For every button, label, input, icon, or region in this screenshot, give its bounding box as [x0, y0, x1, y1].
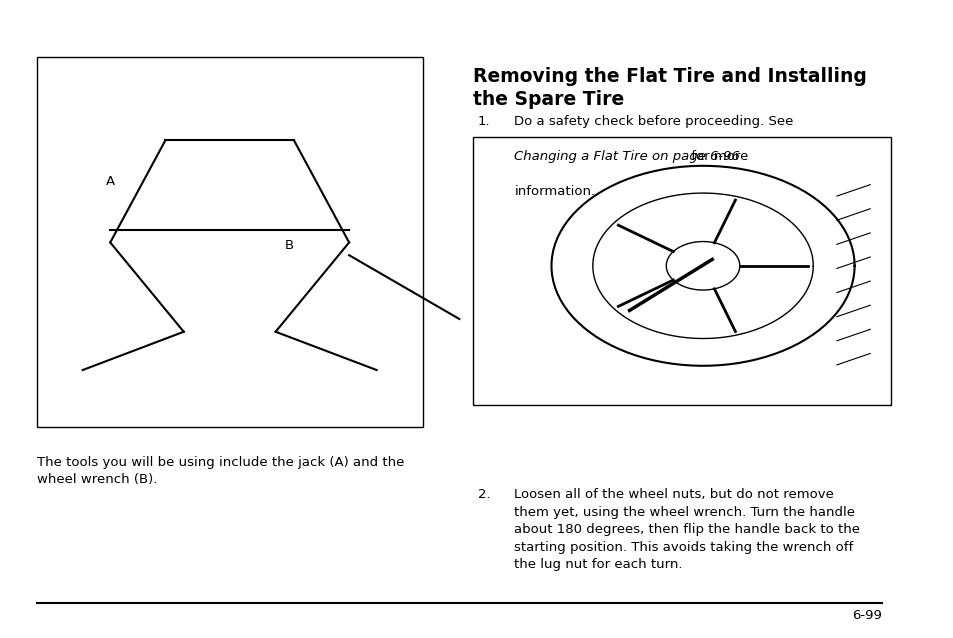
Text: 1.: 1. [477, 115, 490, 128]
Text: information.: information. [514, 185, 595, 198]
Text: Loosen all of the wheel nuts, but do not remove
them yet, using the wheel wrench: Loosen all of the wheel nuts, but do not… [514, 488, 860, 571]
Text: The tools you will be using include the jack (A) and the
wheel wrench (B).: The tools you will be using include the … [37, 456, 404, 486]
Text: for more: for more [686, 150, 748, 163]
Text: Do a safety check before proceeding. See: Do a safety check before proceeding. See [514, 115, 793, 128]
FancyBboxPatch shape [473, 137, 890, 405]
FancyBboxPatch shape [37, 57, 422, 427]
Text: Removing the Flat Tire and Installing
the Spare Tire: Removing the Flat Tire and Installing th… [473, 67, 866, 110]
Text: 6-99: 6-99 [851, 609, 881, 622]
Text: A: A [106, 175, 114, 188]
Text: 2.: 2. [477, 488, 490, 501]
Text: Changing a Flat Tire on page 6-96: Changing a Flat Tire on page 6-96 [514, 150, 740, 163]
Text: B: B [285, 239, 294, 252]
